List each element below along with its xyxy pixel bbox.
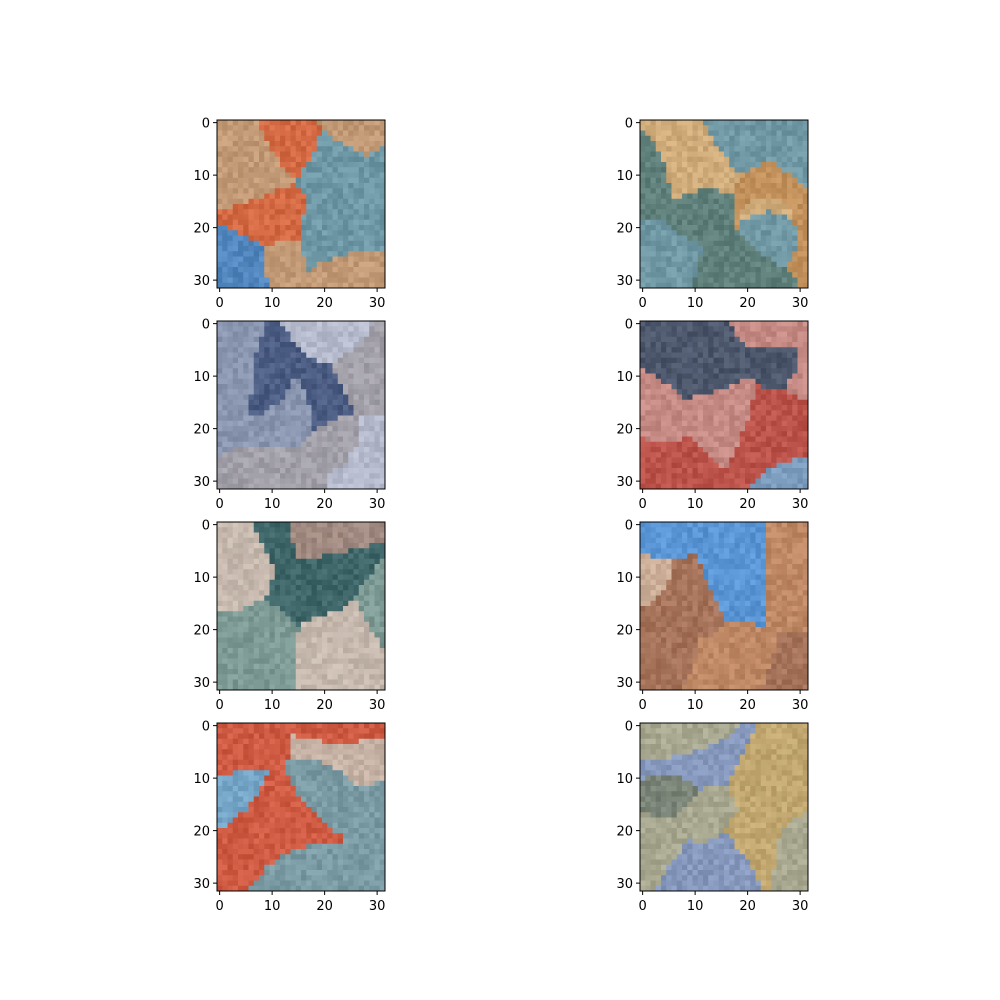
y-tick-label: 20: [616, 825, 633, 840]
image-panel: 0 10 20 30 0 10 20 30: [193, 117, 386, 311]
image-panel: 0 10 20 30 0 10 20 30: [193, 519, 386, 713]
x-tick-label: 30: [369, 497, 386, 512]
image-pixels: [217, 120, 386, 289]
x-tick-label: 0: [215, 698, 223, 713]
x-tick-label: 0: [638, 296, 646, 311]
x-tick-label: 10: [687, 296, 704, 311]
y-tick-label: 20: [616, 222, 633, 237]
y-tick-label: 20: [193, 222, 210, 237]
y-tick-label: 0: [202, 720, 210, 735]
axes-frame: [216, 119, 386, 289]
x-tick-label: 20: [316, 899, 333, 914]
y-tick-label: 20: [616, 423, 633, 438]
y-tick-label: 30: [616, 274, 633, 289]
x-tick-label: 30: [792, 698, 809, 713]
x-tick-label: 20: [739, 698, 756, 713]
y-tick-label: 20: [193, 825, 210, 840]
y-tick-label: 10: [616, 370, 633, 385]
y-tick-label: 30: [193, 274, 210, 289]
y-tick-label: 10: [193, 169, 210, 184]
image-panel: 0 10 20 30 0 10 20 30: [616, 117, 809, 311]
x-tick-label: 20: [316, 698, 333, 713]
image-panel: 0 10 20 30 0 10 20 30: [616, 720, 809, 914]
image-panel: 0 10 20 30 0 10 20 30: [193, 720, 386, 914]
axes-frame: [216, 521, 386, 691]
image-pixels: [640, 723, 809, 892]
x-tick-label: 10: [687, 899, 704, 914]
y-tick-label: 30: [193, 877, 210, 892]
x-tick-label: 20: [316, 497, 333, 512]
y-tick-label: 10: [193, 370, 210, 385]
y-tick-label: 30: [616, 676, 633, 691]
x-tick-label: 0: [638, 698, 646, 713]
image-panel: 0 10 20 30 0 10 20 30: [616, 318, 809, 512]
y-tick-label: 20: [193, 624, 210, 639]
x-tick-label: 10: [687, 497, 704, 512]
image-pixels: [640, 321, 809, 490]
y-tick-label: 0: [202, 117, 210, 132]
y-tick-label: 20: [616, 624, 633, 639]
y-tick-label: 30: [616, 877, 633, 892]
x-tick-label: 30: [792, 497, 809, 512]
x-tick-label: 20: [316, 296, 333, 311]
x-tick-label: 30: [792, 296, 809, 311]
x-tick-label: 0: [638, 899, 646, 914]
image-pixels: [217, 522, 386, 691]
image-pixels: [217, 321, 386, 490]
image-pixels: [640, 522, 809, 691]
image-pixels: [217, 723, 386, 892]
x-tick-label: 10: [264, 698, 281, 713]
x-tick-label: 30: [369, 899, 386, 914]
x-tick-label: 10: [687, 698, 704, 713]
x-tick-label: 0: [215, 296, 223, 311]
y-tick-label: 10: [193, 772, 210, 787]
x-tick-label: 10: [264, 497, 281, 512]
y-tick-label: 10: [616, 169, 633, 184]
x-tick-label: 30: [792, 899, 809, 914]
y-tick-label: 0: [202, 519, 210, 534]
y-tick-label: 10: [616, 772, 633, 787]
image-panel: 0 10 20 30 0 10 20 30: [193, 318, 386, 512]
y-tick-label: 30: [193, 676, 210, 691]
y-tick-label: 30: [616, 475, 633, 490]
axes-frame: [639, 521, 809, 691]
axes-frame: [216, 320, 386, 490]
x-tick-label: 30: [369, 698, 386, 713]
x-tick-label: 30: [369, 296, 386, 311]
axes-frame: [639, 320, 809, 490]
y-tick-label: 30: [193, 475, 210, 490]
image-panel: 0 10 20 30 0 10 20 30: [616, 519, 809, 713]
x-tick-label: 0: [215, 899, 223, 914]
x-tick-label: 10: [264, 899, 281, 914]
axes-frame: [639, 722, 809, 892]
image-pixels: [640, 120, 809, 289]
y-tick-label: 10: [193, 571, 210, 586]
y-tick-label: 0: [625, 519, 633, 534]
x-tick-label: 0: [215, 497, 223, 512]
y-tick-label: 10: [616, 571, 633, 586]
axes-frame: [639, 119, 809, 289]
x-tick-label: 20: [739, 296, 756, 311]
y-tick-label: 20: [193, 423, 210, 438]
x-tick-label: 20: [739, 899, 756, 914]
y-tick-label: 0: [625, 117, 633, 132]
y-tick-label: 0: [202, 318, 210, 333]
x-tick-label: 10: [264, 296, 281, 311]
x-tick-label: 20: [739, 497, 756, 512]
y-tick-label: 0: [625, 720, 633, 735]
x-tick-label: 0: [638, 497, 646, 512]
axes-frame: [216, 722, 386, 892]
y-tick-label: 0: [625, 318, 633, 333]
